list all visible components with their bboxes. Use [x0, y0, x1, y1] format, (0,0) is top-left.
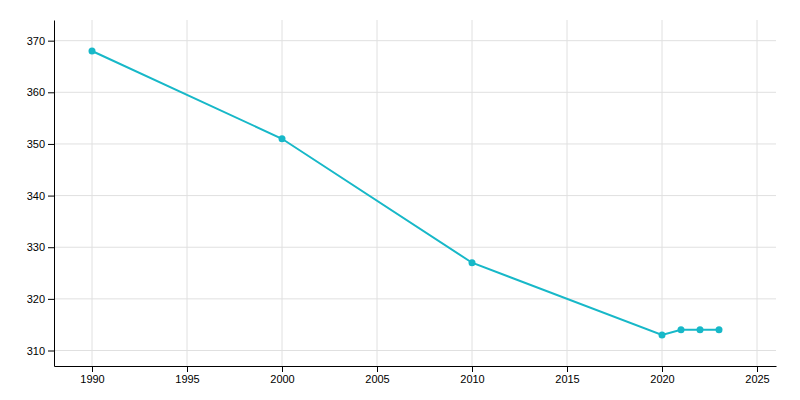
- grid-line: [54, 195, 776, 196]
- chart: 1990 1995 2000 2005 2010 2015 2020 2025 310 320 33…: [0, 0, 800, 400]
- grid-line: [567, 20, 568, 366]
- tick-label: 2005: [365, 373, 389, 385]
- tick-label: 340: [27, 190, 45, 202]
- tick-label: 360: [27, 86, 45, 98]
- tick: 370: [27, 35, 54, 47]
- tick: 330: [27, 241, 54, 253]
- grid-line: [54, 92, 776, 93]
- data: [89, 47, 723, 338]
- tick-label: 350: [27, 138, 45, 150]
- tick-mark: [92, 366, 93, 372]
- tick: 2015: [555, 366, 579, 385]
- grid-line: [54, 298, 776, 299]
- grid-line: [662, 20, 663, 366]
- tick-label: 370: [27, 35, 45, 47]
- point: [469, 259, 476, 266]
- tick-mark: [48, 299, 54, 300]
- grid-line: [54, 40, 776, 41]
- grid: [54, 20, 776, 366]
- tick-label: 2020: [650, 373, 674, 385]
- tick-mark: [48, 247, 54, 248]
- axis-line: [55, 366, 777, 367]
- line: [92, 51, 719, 335]
- tick-mark: [48, 144, 54, 145]
- grid-line: [54, 143, 776, 144]
- tick-label: 2000: [270, 373, 294, 385]
- grid-line: [377, 20, 378, 366]
- tick-label: 1995: [175, 373, 199, 385]
- grid-line: [472, 20, 473, 366]
- tick-label: 310: [27, 345, 45, 357]
- tick: 2020: [650, 366, 674, 385]
- point: [716, 326, 723, 333]
- tick-mark: [472, 366, 473, 372]
- point: [697, 326, 704, 333]
- tick: 340: [27, 190, 54, 202]
- tick-mark: [48, 92, 54, 93]
- y-axis: 310 320 330 340 350 360 370: [27, 21, 55, 367]
- tick-mark: [48, 41, 54, 42]
- tick: 350: [27, 138, 54, 150]
- tick: 320: [27, 293, 54, 305]
- tick: 2025: [745, 366, 769, 385]
- tick-mark: [48, 196, 54, 197]
- grid-line: [757, 20, 758, 366]
- tick-label: 1990: [80, 373, 104, 385]
- tick-mark: [567, 366, 568, 372]
- tick-label: 2010: [460, 373, 484, 385]
- tick: 360: [27, 86, 54, 98]
- grid-line: [187, 20, 188, 366]
- grid-line: [54, 247, 776, 248]
- grid-line: [92, 20, 93, 366]
- point: [659, 332, 666, 339]
- plot: 1990 1995 2000 2005 2010 2015 2020 2025 310 320 33…: [27, 20, 777, 385]
- point: [279, 135, 286, 142]
- point: [678, 326, 685, 333]
- tick-label: 320: [27, 293, 45, 305]
- tick-mark: [377, 366, 378, 372]
- grid-line: [282, 20, 283, 366]
- tick-mark: [48, 351, 54, 352]
- point: [89, 47, 96, 54]
- tick: 310: [27, 345, 54, 357]
- tick-mark: [282, 366, 283, 372]
- tick: 1990: [80, 366, 104, 385]
- tick-label: 2015: [555, 373, 579, 385]
- tick-label: 2025: [745, 373, 769, 385]
- tick-label: 330: [27, 241, 45, 253]
- axis-line: [54, 21, 55, 367]
- tick: 2005: [365, 366, 389, 385]
- tick-mark: [187, 366, 188, 372]
- tick: 2000: [270, 366, 294, 385]
- tick-mark: [662, 366, 663, 372]
- grid-line: [54, 350, 776, 351]
- tick-mark: [757, 366, 758, 372]
- x-axis: 1990 1995 2000 2005 2010 2015 2020 2025: [55, 366, 777, 385]
- tick: 2010: [460, 366, 484, 385]
- tick: 1995: [175, 366, 199, 385]
